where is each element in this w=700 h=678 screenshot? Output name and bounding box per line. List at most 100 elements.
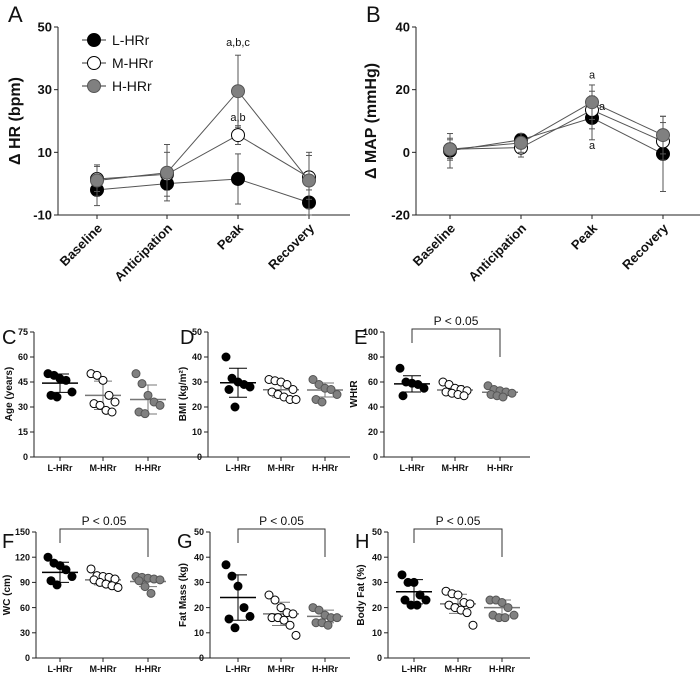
data-point xyxy=(92,370,102,380)
data-point xyxy=(507,388,517,398)
x-tick-label: M-HRr xyxy=(268,664,295,673)
y-tick-label: 80 xyxy=(368,352,378,362)
significance-label: P < 0.05 xyxy=(434,314,479,328)
data-point xyxy=(143,390,153,400)
data-point xyxy=(67,387,77,397)
series-line xyxy=(96,134,310,180)
data-point xyxy=(160,165,174,180)
series-m-hrr xyxy=(90,125,316,200)
y-tick-label: 30 xyxy=(192,377,202,387)
panel-letter: C xyxy=(2,327,16,349)
y-tick-label: 60 xyxy=(18,352,28,362)
panel-letter: H xyxy=(355,531,369,553)
data-point xyxy=(155,575,165,585)
y-tick-label: 0 xyxy=(403,145,410,160)
series-line xyxy=(449,101,664,150)
panel-letter: B xyxy=(366,2,381,27)
data-point xyxy=(46,576,56,586)
series-m-hrr xyxy=(443,90,670,161)
x-tick-label: Recovery xyxy=(619,220,672,273)
data-point xyxy=(500,613,510,623)
y-tick-label: 40 xyxy=(396,20,410,35)
group-l-hrr xyxy=(396,570,432,610)
significance-label: P < 0.05 xyxy=(259,514,304,528)
panel-letter: G xyxy=(177,531,193,553)
significance-bracket xyxy=(59,528,149,557)
group-h-hrr xyxy=(482,381,518,402)
data-point xyxy=(397,570,407,580)
y-axis-label: Body Fat (%) xyxy=(356,564,367,625)
series-line xyxy=(96,178,310,203)
y-tick-label: 75 xyxy=(18,327,28,337)
data-point xyxy=(285,620,295,630)
significance-annotation: a xyxy=(599,101,606,113)
y-tick-label: 20 xyxy=(368,427,378,437)
y-tick-label: 30 xyxy=(18,402,28,412)
y-tick-label: 20 xyxy=(192,402,202,412)
data-point xyxy=(465,599,475,609)
y-tick-label: 0 xyxy=(197,452,202,462)
y-tick-label: 0 xyxy=(23,452,28,462)
data-point xyxy=(288,385,298,394)
data-point xyxy=(239,603,249,613)
y-tick-label: 90 xyxy=(20,578,30,588)
y-tick-label: 40 xyxy=(372,552,382,562)
data-point xyxy=(52,392,62,402)
group-m-hrr xyxy=(440,586,478,630)
data-point xyxy=(98,375,108,385)
data-point xyxy=(398,391,408,401)
panel-c: C 0 15 30 45 60 75 Age (years) L-HRr M-HRr H-HRr xyxy=(2,327,215,473)
series-l-hrr xyxy=(443,95,670,192)
data-point xyxy=(585,95,599,110)
x-tick-label: H-HRr xyxy=(135,463,161,473)
x-tick-label: M-HRr xyxy=(90,664,117,673)
y-axis-label: Δ HR (bpm) xyxy=(7,77,24,165)
data-point xyxy=(276,603,286,613)
panel-letter: F xyxy=(2,531,14,553)
significance-annotation: a xyxy=(589,70,596,82)
group-h-hrr xyxy=(484,595,520,623)
panel-b: B -20 0 20 40 Δ MAP (mmHg) Baseline Anticipatio… xyxy=(363,2,700,284)
group-m-hrr xyxy=(263,590,301,640)
data-point xyxy=(55,561,65,571)
data-point xyxy=(412,600,422,610)
data-point xyxy=(514,135,528,150)
significance-annotation: a,b,c xyxy=(226,37,250,49)
panel-h: H 0 10 20 30 40 50 Body Fat (%) L-HRr M-HRr H-HRr P… xyxy=(355,514,530,674)
y-tick-label: 20 xyxy=(194,603,204,613)
data-point xyxy=(308,375,318,384)
y-tick-label: 15 xyxy=(18,427,28,437)
data-point xyxy=(52,580,62,590)
x-tick-label: Baseline xyxy=(410,221,458,269)
group-l-hrr xyxy=(42,369,78,402)
data-point xyxy=(270,595,280,605)
y-tick-label: 40 xyxy=(368,402,378,412)
x-tick-label: Peak xyxy=(568,220,601,253)
y-axis-label: BMI (kg/m²) xyxy=(178,367,189,421)
x-tick-label: Anticipation xyxy=(111,220,175,284)
x-tick-label: H-HRr xyxy=(312,463,338,473)
panel-letter: D xyxy=(180,327,194,349)
x-tick-label: L-HRr xyxy=(400,463,425,473)
significance-label: P < 0.05 xyxy=(436,514,481,528)
data-point xyxy=(400,595,410,605)
y-tick-label: 60 xyxy=(20,603,30,613)
data-point xyxy=(395,363,405,373)
data-point xyxy=(233,581,243,591)
y-tick-label: 10 xyxy=(38,145,52,160)
x-tick-label: H-HRr xyxy=(135,664,161,673)
y-tick-label: 50 xyxy=(192,327,202,337)
y-axis-label: WHtR xyxy=(349,380,360,408)
data-point xyxy=(140,409,150,419)
data-point xyxy=(231,171,245,186)
data-point xyxy=(245,382,255,392)
data-point xyxy=(86,564,96,574)
series-line xyxy=(96,90,310,182)
data-point xyxy=(155,400,165,410)
y-tick-label: 45 xyxy=(18,377,28,387)
data-point xyxy=(421,595,431,605)
data-point xyxy=(61,565,71,575)
data-point xyxy=(104,390,114,400)
